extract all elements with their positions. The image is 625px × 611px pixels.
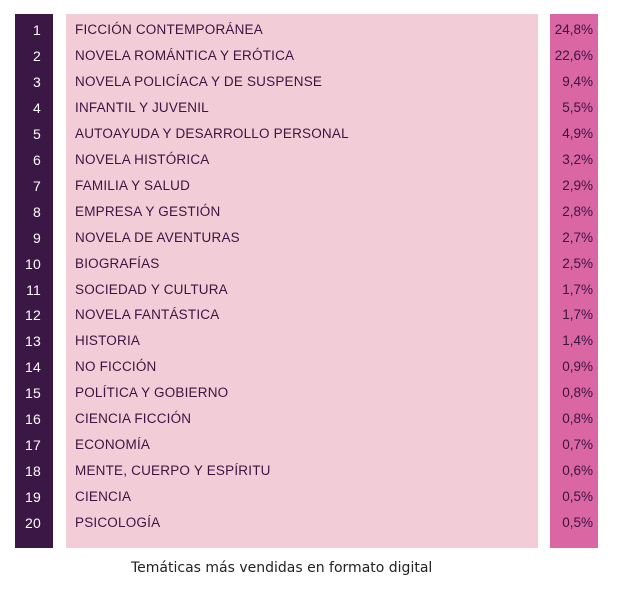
table-row: 17 ECONOMÍA 0,7% bbox=[15, 432, 598, 458]
rank-column-background bbox=[15, 14, 53, 548]
table-row: 12 NOVELA FANTÁSTICA 1,7% bbox=[15, 302, 598, 328]
rank-cell: 15 bbox=[25, 385, 41, 402]
percent-column-background bbox=[550, 14, 598, 548]
rank-cell: 12 bbox=[25, 307, 41, 324]
category-name-cell: NOVELA POLICÍACA Y DE SUSPENSE bbox=[75, 73, 323, 89]
percent-cell: 1,7% bbox=[562, 281, 593, 297]
percent-cell: 2,5% bbox=[562, 255, 593, 271]
rank-cell: 10 bbox=[25, 255, 41, 272]
rank-cell: 16 bbox=[25, 411, 41, 428]
rank-cell: 6 bbox=[33, 151, 41, 168]
table-row: 8 EMPRESA Y GESTIÓN 2,8% bbox=[15, 199, 598, 225]
percent-cell: 2,9% bbox=[562, 177, 593, 193]
rank-cell: 1 bbox=[33, 22, 41, 38]
percent-cell: 0,7% bbox=[562, 437, 593, 453]
category-name-cell: BIOGRAFÍAS bbox=[75, 255, 160, 271]
category-name-cell: EMPRESA Y GESTIÓN bbox=[75, 203, 221, 219]
percent-cell: 0,6% bbox=[562, 463, 593, 479]
rank-cell: 5 bbox=[33, 125, 41, 142]
percent-cell: 1,7% bbox=[562, 307, 593, 323]
percent-cell: 2,7% bbox=[562, 229, 593, 245]
rank-cell: 18 bbox=[25, 463, 41, 480]
category-name-cell: AUTOAYUDA Y DESARROLLO PERSONAL bbox=[75, 125, 349, 141]
table-row: 19 CIENCIA 0,5% bbox=[15, 484, 598, 510]
percent-cell: 0,8% bbox=[562, 385, 593, 401]
percent-cell: 0,5% bbox=[562, 515, 593, 531]
category-name-cell: ECONOMÍA bbox=[75, 437, 151, 453]
percent-cell: 0,5% bbox=[562, 489, 593, 505]
table-row: 6 NOVELA HISTÓRICA 3,2% bbox=[15, 147, 598, 173]
rank-cell: 7 bbox=[33, 177, 41, 194]
ranking-table: 1 FICCIÓN CONTEMPORÁNEA 24,8% 2 NOVELA ROMÁN… bbox=[15, 14, 598, 548]
table-row: 11 SOCIEDAD Y CULTURA 1,7% bbox=[15, 277, 598, 303]
category-name-cell: FAMILIA Y SALUD bbox=[75, 177, 191, 193]
table-row: 5 AUTOAYUDA Y DESARROLLO PERSONAL 4,9% bbox=[15, 121, 598, 147]
category-name-cell: FICCIÓN CONTEMPORÁNEA bbox=[75, 22, 263, 37]
rank-cell: 17 bbox=[25, 437, 41, 454]
percent-cell: 22,6% bbox=[554, 47, 593, 63]
category-name-cell: MENTE, CUERPO Y ESPÍRITU bbox=[75, 463, 271, 479]
rank-cell: 20 bbox=[25, 515, 41, 532]
category-name-cell: PSICOLOGÍA bbox=[75, 515, 161, 531]
percent-cell: 5,5% bbox=[562, 99, 593, 115]
table-row: 9 NOVELA DE AVENTURAS 2,7% bbox=[15, 225, 598, 251]
percent-cell: 4,9% bbox=[562, 125, 593, 141]
rank-cell: 8 bbox=[33, 203, 41, 220]
rank-cell: 19 bbox=[25, 489, 41, 506]
table-row: 20 PSICOLOGÍA 0,5% bbox=[15, 510, 598, 536]
table-row: 16 CIENCIA FICCIÓN 0,8% bbox=[15, 406, 598, 432]
table-row: 10 BIOGRAFÍAS 2,5% bbox=[15, 251, 598, 277]
percent-cell: 9,4% bbox=[562, 73, 593, 89]
rank-cell: 14 bbox=[25, 359, 41, 376]
percent-cell: 1,4% bbox=[562, 333, 593, 349]
category-name-cell: NOVELA FANTÁSTICA bbox=[75, 307, 220, 323]
category-name-cell: SOCIEDAD Y CULTURA bbox=[75, 281, 228, 297]
percent-cell: 2,8% bbox=[562, 203, 593, 219]
category-name-cell: CIENCIA bbox=[75, 489, 132, 505]
table-row: 4 INFANTIL Y JUVENIL 5,5% bbox=[15, 95, 598, 121]
category-name-cell: HISTORIA bbox=[75, 333, 141, 349]
category-name-cell: CIENCIA FICCIÓN bbox=[75, 411, 192, 427]
rank-cell: 9 bbox=[33, 229, 41, 246]
category-name-cell: INFANTIL Y JUVENIL bbox=[75, 99, 209, 115]
table-row: 14 NO FICCIÓN 0,9% bbox=[15, 354, 598, 380]
category-name-cell: NOVELA ROMÁNTICA Y ERÓTICA bbox=[75, 47, 295, 63]
rank-cell: 2 bbox=[33, 47, 41, 64]
table-row: 18 MENTE, CUERPO Y ESPÍRITU 0,6% bbox=[15, 458, 598, 484]
table-row: 1 FICCIÓN CONTEMPORÁNEA 24,8% bbox=[15, 17, 598, 43]
rank-cell: 3 bbox=[33, 73, 41, 90]
percent-cell: 24,8% bbox=[554, 22, 593, 37]
table-row: 15 POLÍTICA Y GOBIERNO 0,8% bbox=[15, 380, 598, 406]
rank-cell: 13 bbox=[25, 333, 41, 350]
percent-cell: 3,2% bbox=[562, 151, 593, 167]
table-row: 2 NOVELA ROMÁNTICA Y ERÓTICA 22,6% bbox=[15, 43, 598, 69]
table-caption: Temáticas más vendidas en formato digita… bbox=[131, 560, 433, 576]
category-name-cell: NO FICCIÓN bbox=[75, 359, 157, 375]
table-row: 13 HISTORIA 1,4% bbox=[15, 328, 598, 354]
rank-cell: 11 bbox=[26, 281, 41, 298]
category-name-cell: NOVELA DE AVENTURAS bbox=[75, 229, 240, 245]
rank-cell: 4 bbox=[33, 99, 41, 116]
table-row: 7 FAMILIA Y SALUD 2,9% bbox=[15, 173, 598, 199]
percent-cell: 0,9% bbox=[562, 359, 593, 375]
table-row: 3 NOVELA POLICÍACA Y DE SUSPENSE 9,4% bbox=[15, 69, 598, 95]
name-column-background bbox=[66, 14, 538, 548]
percent-cell: 0,8% bbox=[562, 411, 593, 427]
category-name-cell: NOVELA HISTÓRICA bbox=[75, 151, 210, 167]
category-name-cell: POLÍTICA Y GOBIERNO bbox=[75, 385, 229, 401]
